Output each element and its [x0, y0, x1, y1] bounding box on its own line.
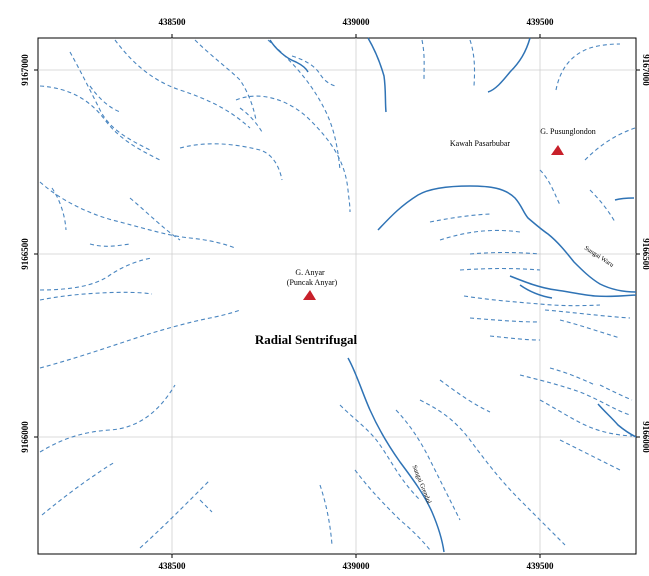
x-tick-bottom-439500: 439500: [527, 561, 555, 571]
pattern-title: Radial Sentrifugal: [255, 332, 358, 347]
stream-e-8: [544, 309, 631, 319]
stream-e-9: [559, 319, 621, 339]
perennial-rivers: [269, 37, 637, 553]
intermittent-streams: [39, 39, 636, 551]
x-tick-bottom-439000: 439000: [343, 561, 371, 571]
stream-s-1: [339, 404, 421, 501]
river-sungai-waru: [377, 185, 637, 293]
stream-ne-1: [421, 39, 425, 81]
crater-name-label: Kawah Pasarbubar: [450, 139, 511, 148]
stream-nw-10: [235, 95, 351, 213]
stream-w-4: [39, 384, 176, 453]
stream-e-3: [459, 267, 541, 271]
river-n-1: [367, 37, 387, 113]
stream-ne-2: [469, 39, 476, 87]
summit-name-label: G. Anyar: [295, 268, 325, 277]
peak-name-label: G. Pusunglondon: [540, 127, 596, 136]
stream-e-7: [429, 213, 491, 223]
stream-nw-3: [114, 39, 251, 129]
stream-nw-14: [129, 197, 181, 241]
stream-w-6: [139, 479, 211, 549]
stream-nw-9: [194, 39, 257, 121]
river-n-2: [487, 37, 531, 93]
stream-se-4: [549, 367, 596, 386]
river-waru-trib-2: [519, 284, 553, 299]
stream-nw-5: [39, 181, 236, 249]
y-tick-right-9166000: 9166000: [641, 421, 649, 453]
peak-marker-pusunglondon: [551, 145, 564, 155]
stream-w-2: [39, 291, 153, 301]
map-frame: [37, 37, 637, 555]
x-tick-top-439500: 439500: [527, 17, 555, 27]
stream-e-2: [469, 251, 541, 255]
y-tick-labels-right: 9167000 9166500 9166000: [641, 54, 649, 453]
x-tick-labels-bottom: 438500 439000 439500: [159, 561, 555, 571]
x-tick-bottom-438500: 438500: [159, 561, 187, 571]
river-sungai-grendol: [347, 357, 445, 553]
river-se-east: [597, 403, 637, 438]
y-tick-left-9166000: 9166000: [20, 421, 30, 453]
x-tick-top-439000: 439000: [343, 17, 371, 27]
stream-ne-5: [539, 169, 561, 206]
stream-nw-1: [39, 85, 161, 161]
stream-nw-13: [239, 107, 263, 133]
summit-alt-name-label: (Puncak Anyar): [287, 278, 338, 287]
x-tick-labels-top: 438500 439000 439500: [159, 17, 555, 27]
peak-marker-anyar: [303, 290, 316, 300]
stream-se-7: [599, 384, 633, 401]
stream-w-5: [41, 461, 116, 516]
tick-marks: [34, 34, 640, 558]
y-tick-left-9167000: 9167000: [20, 54, 30, 86]
stream-w-1: [39, 257, 153, 291]
stream-w-3: [39, 309, 241, 369]
stream-e-5: [469, 317, 541, 323]
stream-nw-7: [89, 243, 131, 247]
y-tick-right-9166500: 9166500: [641, 238, 649, 270]
river-waru-trib-1: [509, 275, 637, 298]
stream-nw-2: [69, 51, 151, 151]
x-tick-top-438500: 438500: [159, 17, 187, 27]
stream-nw-4: [89, 85, 121, 113]
grid-lines: [38, 38, 636, 554]
river-ne-bit: [614, 197, 635, 201]
river-nw-upper: [269, 39, 309, 73]
stream-se-5: [539, 399, 633, 437]
y-tick-right-9167000: 9167000: [641, 54, 649, 86]
stream-nw-8: [179, 143, 283, 181]
y-tick-labels-left: 9167000 9166500 9166000: [20, 54, 30, 453]
stream-nw-6: [51, 187, 67, 231]
stream-ne-4: [584, 127, 636, 161]
stream-e-1: [439, 229, 521, 241]
stream-se-1: [419, 399, 566, 546]
stream-ne-6: [589, 189, 616, 223]
stream-e-4: [463, 295, 601, 307]
stream-ne-3: [555, 43, 621, 91]
y-tick-left-9166500: 9166500: [20, 238, 30, 270]
stream-s-5: [199, 499, 213, 513]
